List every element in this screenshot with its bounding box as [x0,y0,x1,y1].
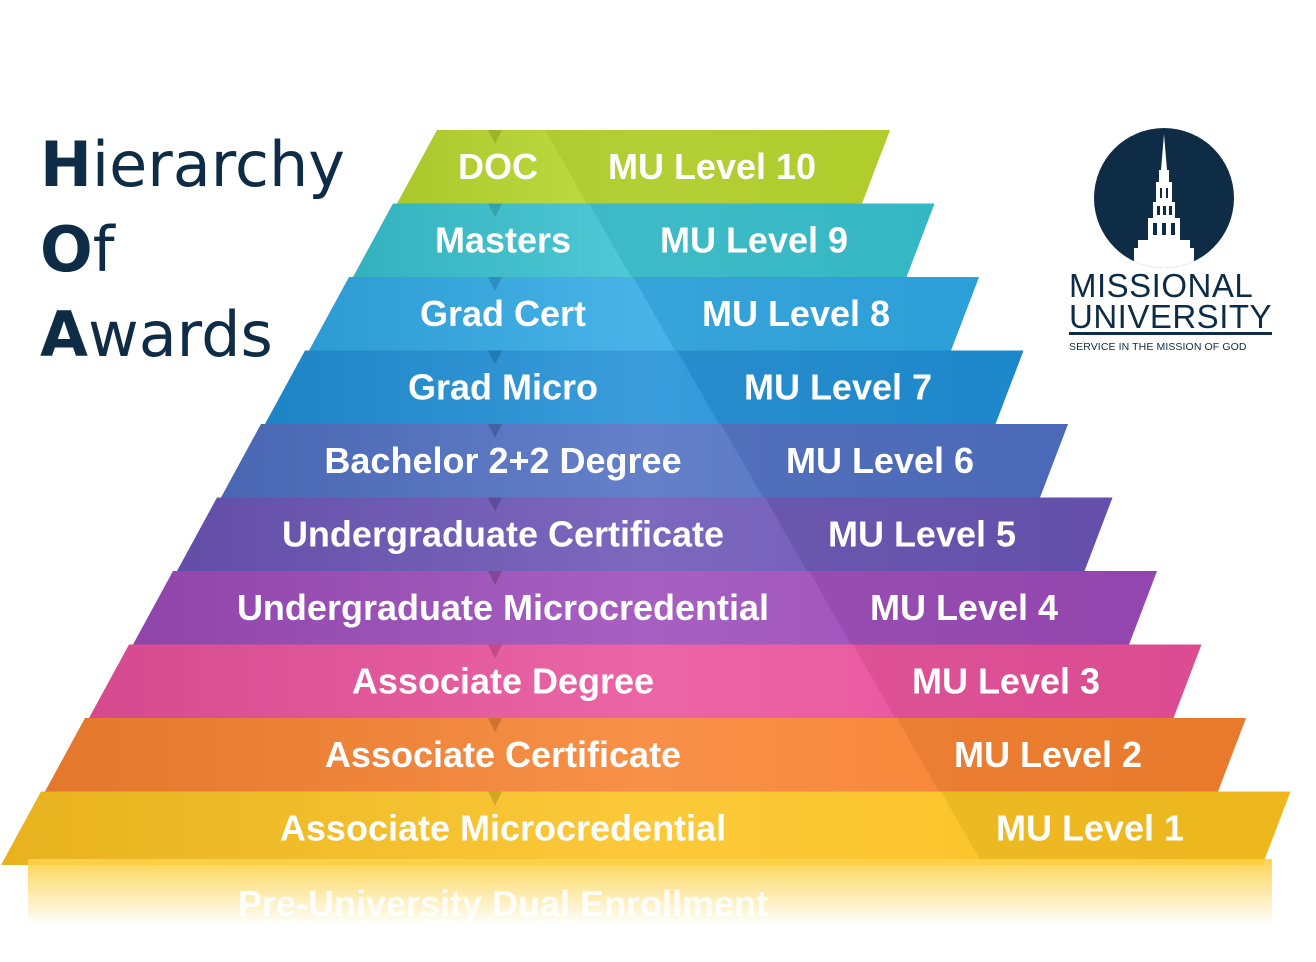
fold-notch [488,644,502,659]
award-label-7: Grad Micro [408,366,598,407]
award-label-3: Associate Degree [352,660,654,701]
fold-notch [488,350,502,365]
fold-notch [488,277,502,291]
level-label-7: MU Level 7 [744,366,932,407]
level-label-4: MU Level 4 [870,587,1058,628]
level-panel-3 [853,644,1202,718]
title-line-3: Awards [40,298,273,371]
level-panel-4 [809,571,1157,645]
logo-tagline: SERVICE IN THE MISSION OF GOD [1069,341,1247,353]
base-label: Pre-University Dual Enrollment [238,883,768,924]
level-panel-7 [677,350,1024,424]
fold-notch [488,203,502,218]
fold-notch [488,497,502,512]
award-label-8: Grad Cert [420,293,586,334]
page-title: Hierarchy Of Awards [40,122,345,377]
level-label-3: MU Level 3 [912,660,1100,701]
title-line-1: Hierarchy [40,128,345,201]
fold-notch [488,791,502,806]
award-label-5: Undergraduate Certificate [282,513,724,554]
level-label-10: MU Level 10 [608,146,816,187]
award-label-1: Associate Microcredential [280,807,726,848]
level-panel-8 [633,277,979,351]
level-panel-2 [897,718,1246,792]
fold-notch [488,571,502,585]
award-label-2: Associate Certificate [325,734,681,775]
fold-notch [488,130,502,144]
level-panel-9 [589,203,935,277]
award-label-10: DOC [458,146,538,187]
level-label-2: MU Level 2 [954,734,1142,775]
level-panel-6 [721,424,1068,498]
award-label-6: Bachelor 2+2 Degree [324,440,681,481]
level-panel-10 [545,130,890,204]
logo-name-line-2: UNIVERSITY [1069,298,1273,335]
level-label-6: MU Level 6 [786,440,974,481]
chapel-steeple-icon [1094,128,1234,268]
logo-name-line-1: MISSIONAL [1069,267,1254,304]
level-label-5: MU Level 5 [828,513,1016,554]
logo-wordmark: MISSIONAL UNIVERSITY SERVICE IN THE MISS… [1069,267,1273,353]
fold-notch [488,718,502,732]
level-label-1: MU Level 1 [996,807,1184,848]
level-label-9: MU Level 9 [660,219,848,260]
base-reflection-band [28,859,1272,925]
award-label-4: Undergraduate Microcredential [237,587,769,628]
award-label-9: Masters [435,219,571,260]
level-panel-1 [941,791,1291,865]
level-panel-5 [765,497,1113,571]
fold-notch [488,424,502,438]
level-label-8: MU Level 8 [702,293,890,334]
title-line-2: Of [40,213,115,286]
